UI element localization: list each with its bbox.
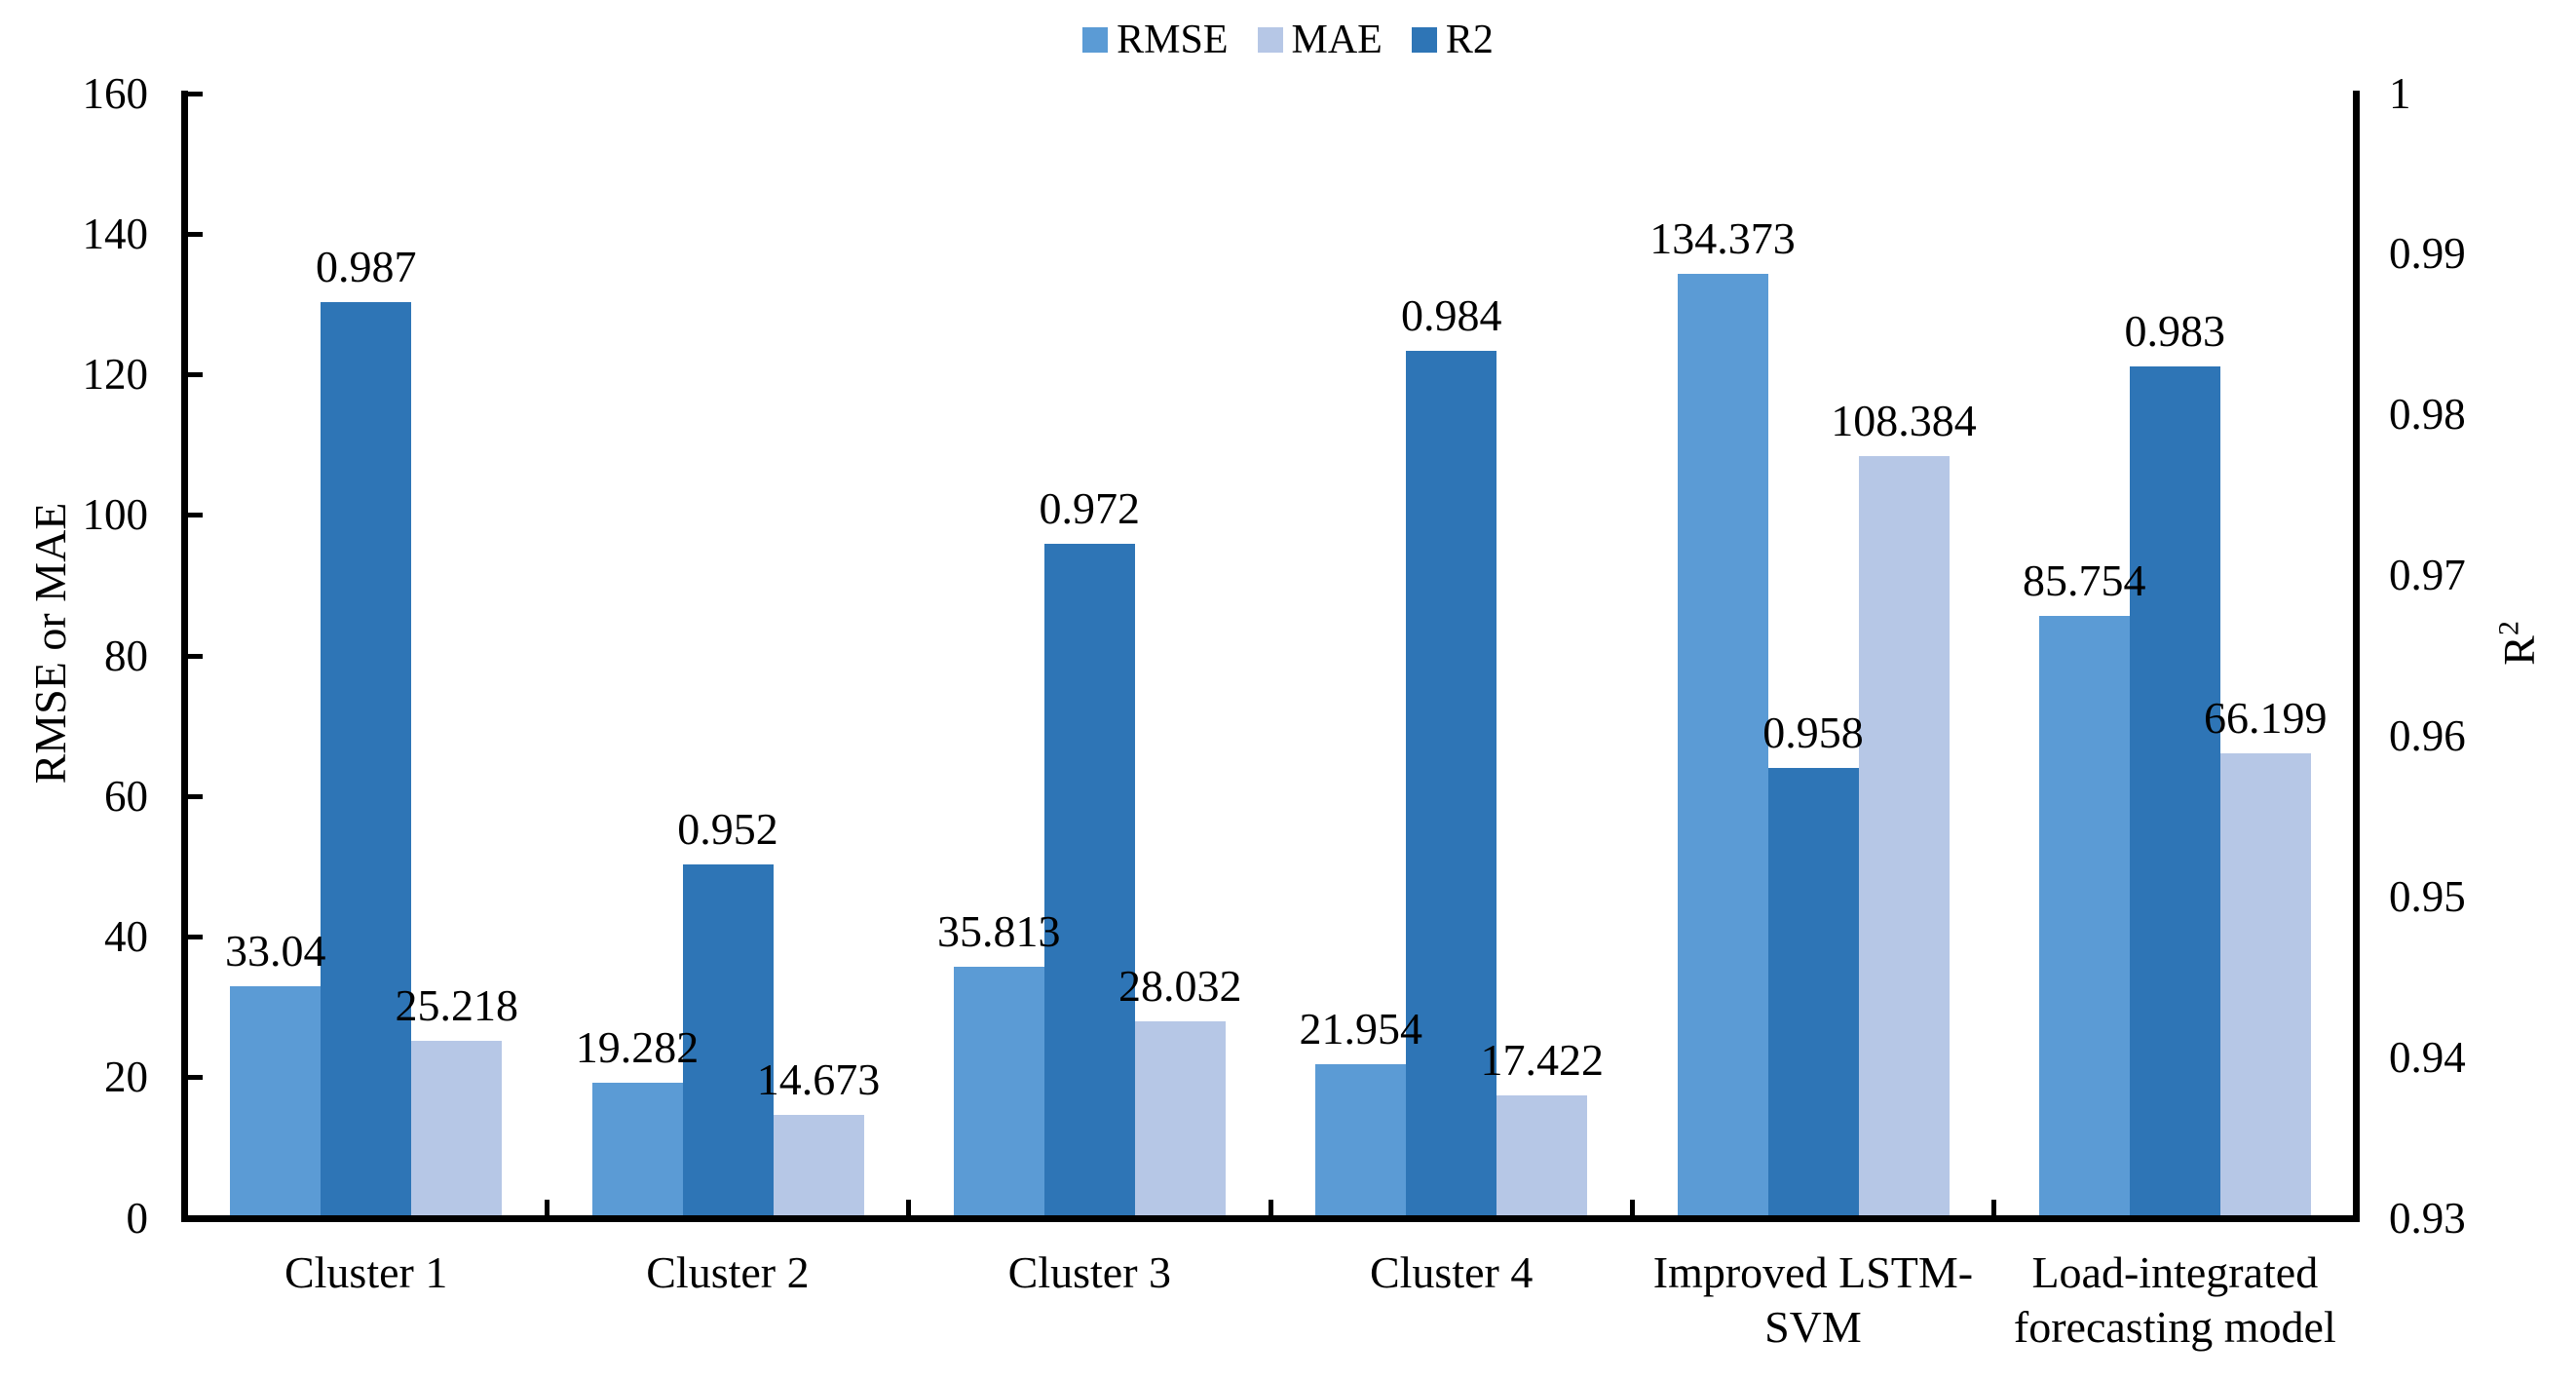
bar-value-label-r2-cluster-1: 0.987 — [315, 242, 417, 292]
bar-rmse-cluster-4 — [1315, 1063, 1407, 1215]
y-tick-label-left-0: 0 — [126, 1193, 149, 1243]
category-label-cluster-1: Cluster 1 — [284, 1247, 448, 1297]
bar-value-label-mae-improved-lstm: 108.384 — [1831, 396, 1977, 446]
category-label-load-integrated: Load-integrated forecasting model — [2013, 1247, 2336, 1352]
legend-swatch-rmse-icon — [1082, 27, 1109, 53]
y-tick-label-right-0-93: 0.93 — [2389, 1193, 2466, 1243]
bar-value-label-mae-cluster-1: 25.218 — [395, 980, 518, 1031]
y-axis-title-left-text: RMSE or MAE — [25, 502, 75, 785]
x-category-boundary-tick-1 — [544, 1200, 549, 1215]
y-tick-label-left-60: 60 — [104, 771, 148, 821]
category-label-cluster-3: Cluster 3 — [1007, 1247, 1172, 1297]
y-tick-label-left-120: 120 — [82, 350, 149, 399]
y-tick-left-80 — [188, 653, 203, 659]
bar-value-label-mae-cluster-3: 28.032 — [1118, 960, 1242, 1011]
x-category-boundary-tick-3 — [1268, 1200, 1273, 1215]
y-tick-left-100 — [188, 513, 203, 518]
category-label-cluster-4: Cluster 4 — [1369, 1247, 1534, 1297]
y-tick-left-20 — [188, 1075, 203, 1081]
legend-item-rmse: RMSE — [1082, 18, 1229, 62]
bar-value-label-r2-cluster-4: 0.984 — [1400, 289, 1502, 340]
bar-value-label-r2-cluster-3: 0.972 — [1039, 482, 1141, 533]
bar-value-label-mae-load-integrated: 66.199 — [2204, 692, 2328, 743]
bar-value-label-rmse-cluster-3: 35.813 — [937, 905, 1061, 956]
bar-value-label-rmse-improved-lstm: 134.373 — [1649, 212, 1796, 263]
y-tick-left-40 — [188, 935, 203, 939]
legend-swatch-r2-icon — [1411, 27, 1437, 53]
bar-rmse-cluster-2 — [591, 1082, 683, 1215]
bar-value-label-mae-cluster-2: 14.673 — [756, 1054, 881, 1105]
bar-value-label-r2-cluster-2: 0.952 — [677, 804, 778, 855]
legend-label-rmse: RMSE — [1117, 18, 1229, 62]
bar-value-label-r2-improved-lstm: 0.958 — [1762, 708, 1864, 758]
x-category-boundary-tick-2 — [906, 1200, 912, 1215]
legend-item-mae: MAE — [1257, 18, 1383, 62]
y-axis-left-line — [181, 91, 188, 1222]
bar-r2-load-integrated — [2129, 366, 2220, 1215]
y-tick-label-right-0-96: 0.96 — [2389, 710, 2466, 760]
legend-swatch-mae-icon — [1257, 27, 1283, 53]
bar-mae-improved-lstm — [1858, 456, 1950, 1215]
bar-r2-cluster-2 — [682, 864, 774, 1215]
category-label-cluster-2: Cluster 2 — [646, 1247, 810, 1297]
bar-value-label-rmse-load-integrated: 85.754 — [2023, 555, 2146, 605]
y-tick-label-left-80: 80 — [104, 631, 148, 680]
y-axis-title-right-sup: 2 — [2492, 621, 2525, 636]
y-tick-left-160 — [188, 91, 203, 96]
y-tick-label-left-100: 100 — [82, 490, 149, 540]
x-category-boundary-tick-4 — [1629, 1200, 1635, 1215]
bar-mae-cluster-1 — [411, 1041, 503, 1215]
y-axis-title-right-base: R — [2494, 635, 2544, 666]
legend-label-r2: R2 — [1445, 18, 1494, 62]
legend-item-r2: R2 — [1411, 18, 1494, 62]
bar-r2-cluster-3 — [1043, 543, 1135, 1215]
bar-value-label-r2-load-integrated: 0.983 — [2124, 306, 2226, 357]
bar-value-label-mae-cluster-4: 17.422 — [1480, 1035, 1604, 1086]
bar-value-label-rmse-cluster-1: 33.04 — [224, 925, 326, 976]
y-tick-label-right-0-98: 0.98 — [2389, 390, 2466, 440]
y-axis-title-right: R2 — [2493, 621, 2544, 666]
bar-rmse-cluster-1 — [230, 985, 322, 1215]
y-tick-label-right-0-95: 0.95 — [2389, 871, 2466, 921]
y-tick-label-left-20: 20 — [104, 1053, 148, 1102]
y-tick-left-140 — [188, 231, 203, 237]
bar-r2-cluster-4 — [1406, 350, 1497, 1215]
bar-mae-cluster-3 — [1134, 1020, 1226, 1215]
x-axis-line — [181, 1215, 2360, 1222]
bar-r2-improved-lstm — [1767, 768, 1859, 1215]
x-category-boundary-tick-5 — [1991, 1200, 1997, 1215]
y-tick-label-right-0-99: 0.99 — [2389, 229, 2466, 279]
y-tick-left-120 — [188, 372, 203, 377]
bar-mae-cluster-4 — [1496, 1095, 1588, 1215]
y-tick-label-right-1: 1 — [2389, 68, 2411, 118]
bar-value-label-rmse-cluster-4: 21.954 — [1299, 1003, 1422, 1053]
y-axis-right-line — [2353, 91, 2360, 1222]
bar-value-label-rmse-cluster-2: 19.282 — [575, 1021, 700, 1072]
y-axis-title-left: RMSE or MAE — [25, 502, 75, 785]
y-tick-left-60 — [188, 793, 203, 799]
bar-r2-cluster-1 — [321, 302, 412, 1215]
legend-label-mae: MAE — [1291, 18, 1383, 62]
y-tick-label-left-140: 140 — [82, 209, 149, 258]
y-tick-left-0 — [188, 1215, 203, 1221]
bar-mae-load-integrated — [2219, 752, 2311, 1215]
y-tick-label-left-160: 160 — [82, 68, 149, 118]
bar-rmse-cluster-3 — [953, 966, 1044, 1215]
bar-mae-cluster-2 — [773, 1115, 864, 1215]
category-label-improved-lstm: Improved LSTM- SVM — [1652, 1247, 1974, 1352]
y-tick-label-left-40: 40 — [104, 912, 148, 961]
legend: RMSE MAE R2 — [0, 19, 2576, 60]
bar-rmse-load-integrated — [2038, 615, 2130, 1215]
y-tick-label-right-0-97: 0.97 — [2389, 551, 2466, 600]
bar-rmse-improved-lstm — [1677, 273, 1768, 1215]
y-tick-label-right-0-94: 0.94 — [2389, 1032, 2466, 1082]
